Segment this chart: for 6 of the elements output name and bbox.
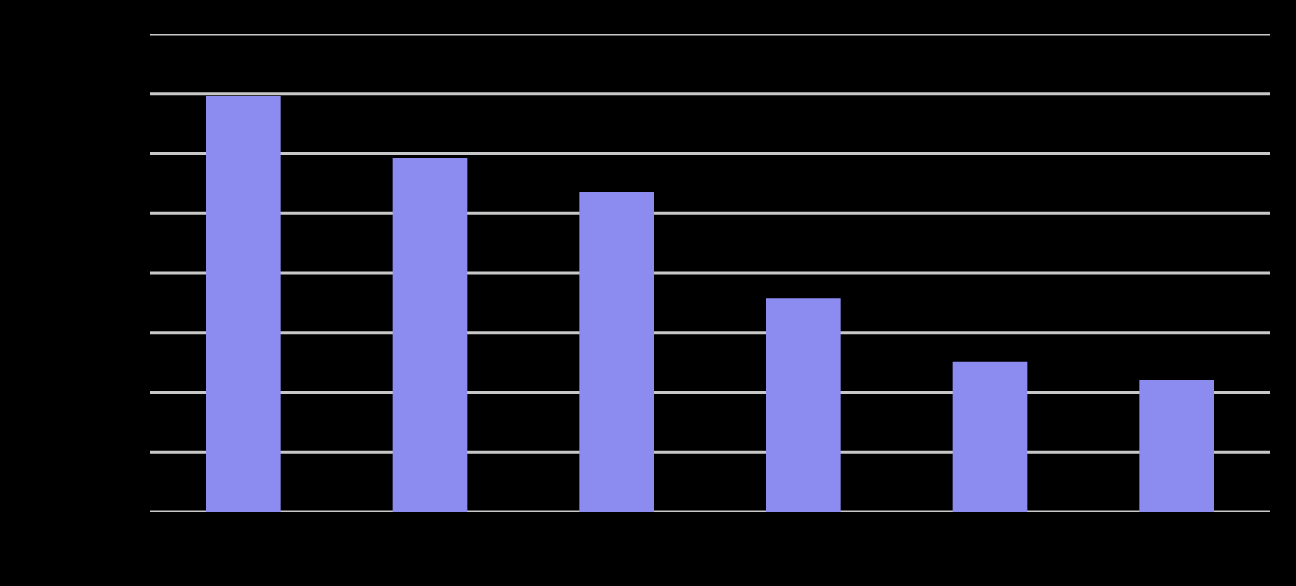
bar — [1139, 380, 1214, 512]
bar — [766, 298, 841, 512]
bar — [392, 157, 468, 512]
bar — [952, 361, 1028, 512]
bar — [579, 192, 654, 512]
bar — [206, 95, 281, 512]
